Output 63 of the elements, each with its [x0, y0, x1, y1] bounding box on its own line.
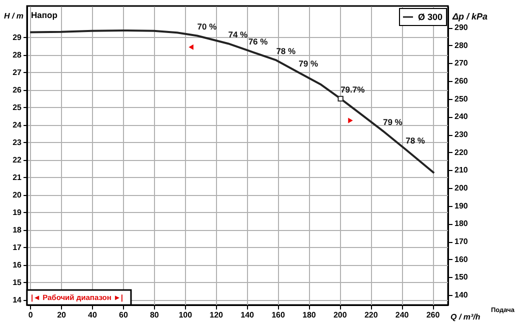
x-axis-title: Q / m³/h: [450, 312, 480, 322]
y2-tick-label: 240: [454, 112, 468, 122]
y2-tick-label: 180: [454, 219, 468, 228]
y-tick-label: 22: [12, 155, 22, 164]
line-series: [29, 29, 436, 174]
legend-label: Ø 300: [418, 12, 443, 22]
y-tick-label: 20: [12, 190, 22, 200]
x-tick-label: 0: [28, 310, 34, 320]
y2-tick-label: 190: [454, 201, 468, 210]
y2-tick-label: 170: [454, 237, 468, 246]
annotation: 78 %: [276, 46, 296, 56]
y-axis-title: H / m: [4, 12, 24, 20]
y-tick-label: 29: [12, 32, 22, 42]
y2-tick-label: 270: [454, 58, 468, 68]
annotation: 79.7%: [340, 84, 366, 95]
y-tick-label: 28: [12, 50, 22, 60]
annotation: 79 %: [298, 58, 318, 68]
y2-tick-label: 160: [454, 254, 468, 264]
y2-tick-label: 260: [454, 76, 468, 86]
y2-axis-title: Δp / kPa: [452, 12, 488, 22]
x-tick-label: 240: [395, 310, 410, 320]
y-tick-label: 23: [12, 138, 22, 147]
point: [188, 44, 194, 50]
y-tick-label: 15: [12, 278, 22, 287]
point: [338, 96, 344, 102]
annotation: 79 %: [382, 117, 403, 128]
y2-tick-label: 140: [454, 290, 468, 300]
x-tick-label: 220: [364, 310, 378, 320]
y2-tick-label: 280: [454, 40, 468, 50]
annotation: 76 %: [248, 36, 268, 47]
x-tick-label: 160: [272, 310, 286, 320]
y-tick-label: 24: [12, 120, 22, 130]
x-tick-label: 120: [210, 310, 224, 320]
y-tick-label: 25: [12, 102, 22, 112]
y-tick-label: 16: [12, 260, 22, 270]
y-tick-label: 18: [12, 225, 22, 234]
y2-tick-label: 290: [454, 23, 468, 32]
y2-tick-label: 250: [454, 94, 468, 104]
y-tick-label: 14: [12, 295, 22, 304]
x-tick-label: 140: [240, 310, 255, 320]
y-tick-label: 19: [12, 208, 22, 217]
y-tick-label: 27: [12, 68, 22, 77]
annotation: 74 %: [228, 30, 248, 40]
x-tick-label: 180: [302, 310, 316, 320]
x-tick-label: 40: [88, 310, 98, 320]
y-tick-label: 17: [12, 242, 22, 252]
x-tick-label: 80: [150, 310, 160, 320]
y-tick-label: 26: [12, 85, 22, 94]
y2-tick-label: 230: [454, 130, 468, 140]
x-tick-label: 60: [119, 310, 128, 320]
y-tick-label: 21: [12, 172, 22, 182]
annotation: 70 %: [197, 22, 218, 32]
x-tick-label: 100: [178, 310, 193, 320]
y2-tick-label: 220: [454, 148, 468, 157]
annotation: 78 %: [406, 135, 426, 146]
annotation: Напор: [31, 10, 58, 20]
y2-tick-label: 150: [454, 272, 468, 282]
x-tick-label: 260: [426, 310, 440, 320]
point: [348, 118, 353, 124]
y2-tick-label: 210: [454, 166, 468, 175]
x-tick-label: 20: [57, 310, 67, 320]
x-tick-label: 200: [333, 310, 348, 320]
y2-tick-label: 200: [454, 184, 468, 193]
